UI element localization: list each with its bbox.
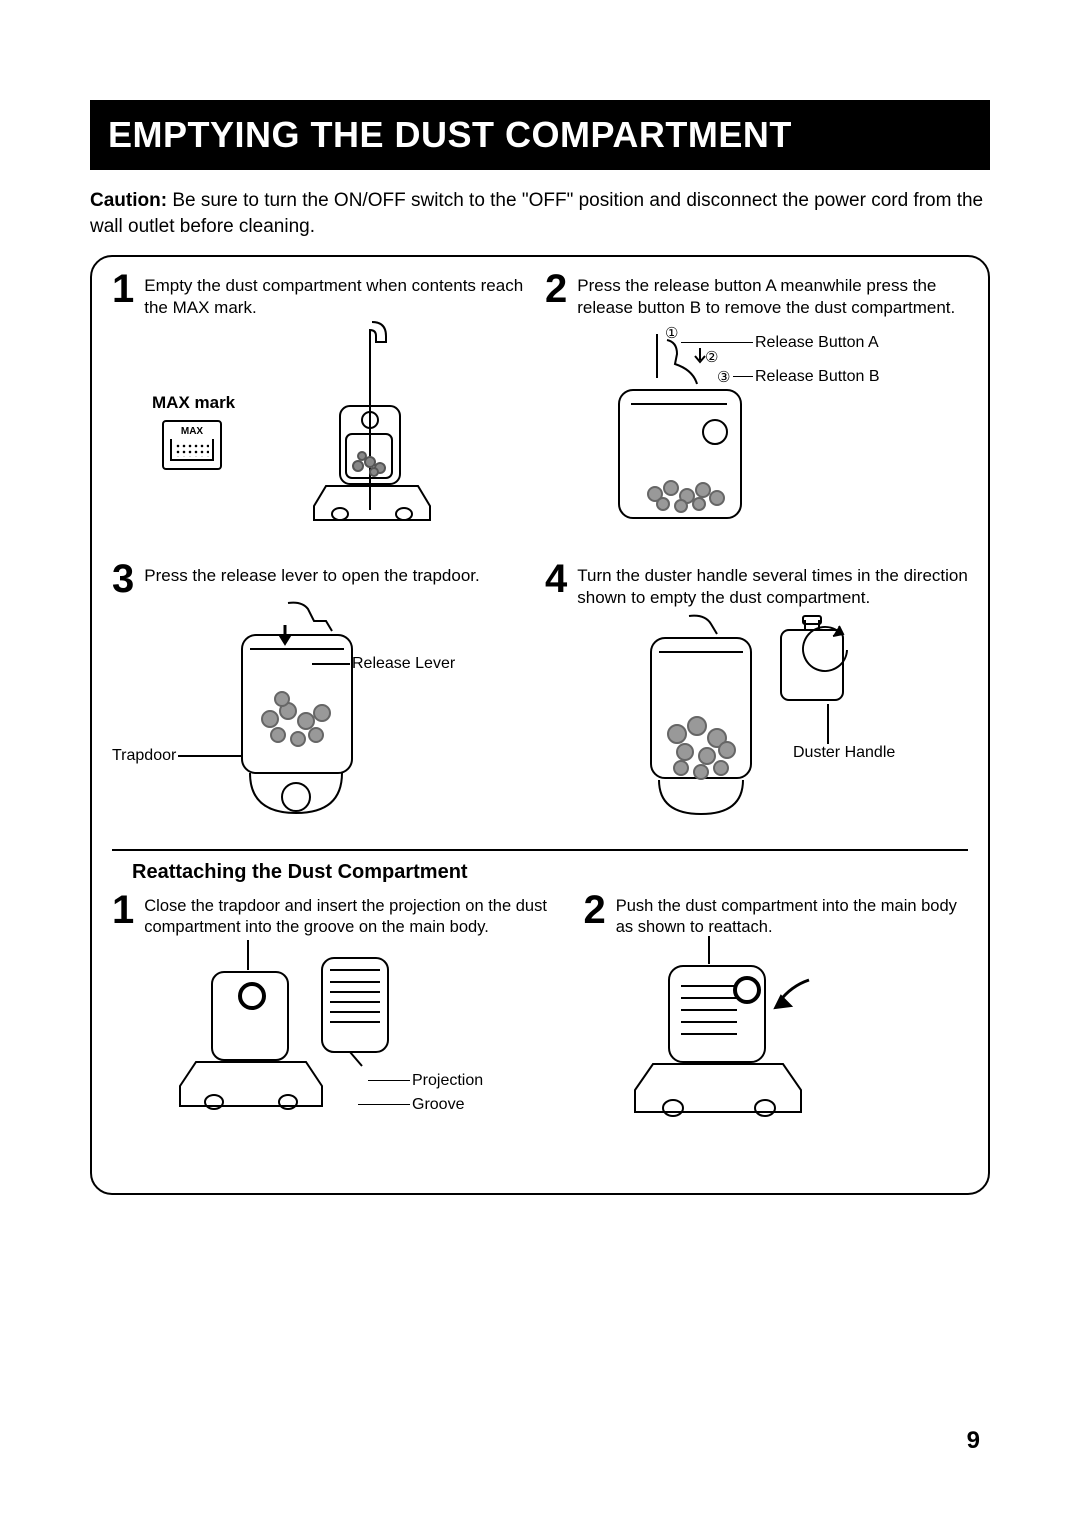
vacuum-upright-icon [262,316,482,536]
step-4: 4 Turn the duster handle several times i… [545,561,968,841]
step-3-text: Press the release lever to open the trap… [144,565,479,586]
reattach-step-1-header: 1 Close the trapdoor and insert the proj… [112,892,573,937]
reattach-step-2-number: 2 [583,890,605,930]
caution-paragraph: Caution: Be sure to turn the ON/OFF swit… [90,188,990,239]
duster-handle-label: Duster Handle [793,744,895,762]
vacuum-push-in-icon [613,934,873,1154]
caution-text: Be sure to turn the ON/OFF switch to the… [90,190,983,237]
step-3-header: 3 Press the release lever to open the tr… [112,561,535,599]
reattach-step-2-figure [583,944,968,1193]
step-3-number: 3 [112,559,134,599]
reattach-step-1: 1 Close the trapdoor and insert the proj… [112,892,573,1192]
step-1: 1 Empty the dust compartment when conten… [112,271,535,551]
section-divider [112,849,968,851]
reattach-step-1-number: 1 [112,890,134,930]
dust-compartment-open-icon [222,599,392,839]
step-4-header: 4 Turn the duster handle several times i… [545,561,968,608]
reattach-step-2: 2 Push the dust compartment into the mai… [583,892,968,1192]
page-number: 9 [967,1427,980,1455]
step-1-header: 1 Empty the dust compartment when conten… [112,271,535,318]
step-2-header: 2 Press the release button A meanwhile p… [545,271,968,318]
dust-compartment-top-icon [575,334,785,534]
max-mark-label: MAX mark [152,394,235,413]
trapdoor-label: Trapdoor [112,747,176,765]
step-3-figure: Release Lever Trapdoor [112,605,535,841]
vacuum-reattach-icon [152,938,452,1158]
duster-handle-inset-icon [775,614,875,714]
instructions-panel: 1 Empty the dust compartment when conten… [90,255,990,1195]
steps-grid-bottom: 1 Close the trapdoor and insert the proj… [112,892,968,1192]
step-1-number: 1 [112,269,134,309]
step-2-number: 2 [545,269,567,309]
step-1-figure: MAX mark MAX [112,324,535,552]
step-2-text: Press the release button A meanwhile pre… [577,275,968,318]
step-2-figure: ① ② ③ Release Button A Release Button B [545,324,968,552]
caution-label: Caution: [90,190,167,211]
step-3: 3 Press the release lever to open the tr… [112,561,535,841]
max-word: MAX [164,426,220,437]
step-4-number: 4 [545,559,567,599]
step-1-text: Empty the dust compartment when contents… [144,275,535,318]
reattaching-heading: Reattaching the Dust Compartment [132,861,968,884]
step-4-text: Turn the duster handle several times in … [577,565,968,608]
max-dots-icon [170,439,214,461]
reattach-step-2-text: Push the dust compartment into the main … [616,896,968,937]
max-mark-box: MAX [162,420,222,470]
section-title: EMPTYING THE DUST COMPARTMENT [108,114,792,155]
section-title-bar: EMPTYING THE DUST COMPARTMENT [90,100,990,170]
reattach-step-1-figure: Projection Groove [112,944,573,1193]
steps-grid-top: 1 Empty the dust compartment when conten… [112,271,968,841]
step-4-figure: Duster Handle [545,614,968,842]
reattach-step-1-text: Close the trapdoor and insert the projec… [144,896,573,937]
reattach-step-2-header: 2 Push the dust compartment into the mai… [583,892,968,937]
step-2: 2 Press the release button A meanwhile p… [545,271,968,551]
dust-compartment-turn-icon [635,614,775,824]
